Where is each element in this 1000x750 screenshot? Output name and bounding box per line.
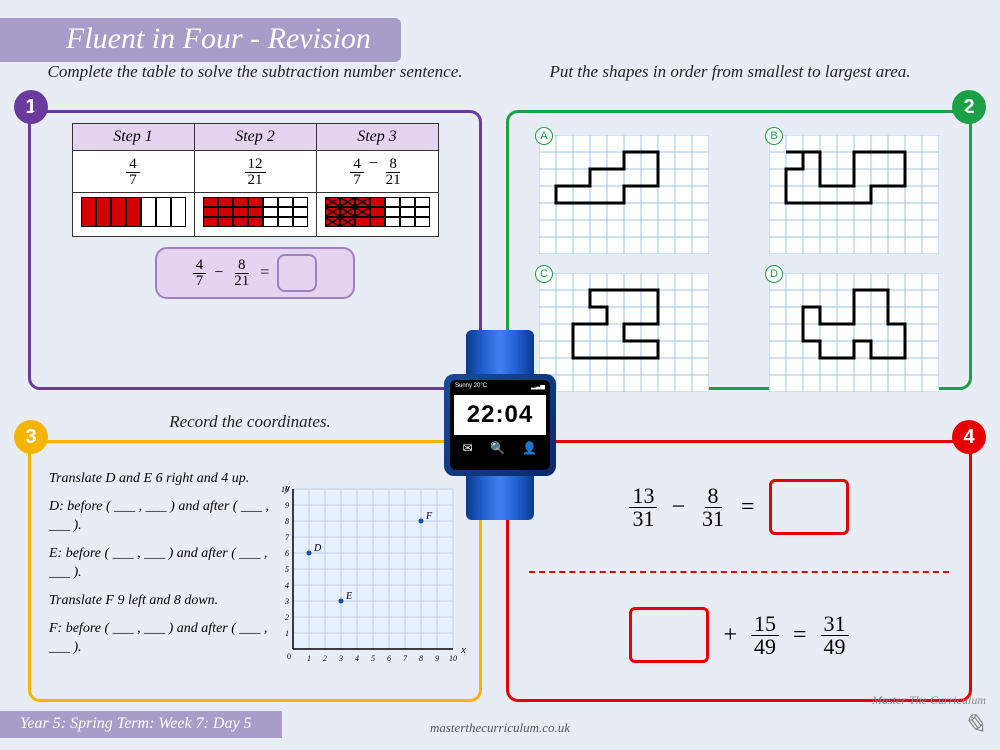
minus-sign: − (368, 155, 383, 172)
equation-1: 1331 − 831 = (509, 443, 969, 571)
flame-icon: ✎ (963, 710, 986, 741)
svg-text:3: 3 (338, 654, 343, 663)
svg-text:1: 1 (307, 654, 311, 663)
frac-step3a: 47 (350, 157, 364, 188)
fraction-steps-table: Step 1 Step 2 Step 3 47 1221 47 − 821 (72, 123, 439, 237)
col-step1: Step 1 (72, 124, 194, 151)
shape-A: A (539, 135, 709, 254)
eq2-answer-box[interactable] (629, 607, 709, 663)
frac-step3b: 821 (383, 157, 404, 188)
eq1-answer-box[interactable] (769, 479, 849, 535)
svg-text:1: 1 (285, 629, 289, 638)
svg-text:7: 7 (285, 533, 290, 542)
footer-term: Year 5: Spring Term: Week 7: Day 5 (0, 711, 282, 738)
svg-text:9: 9 (435, 654, 439, 663)
shape-B: B (769, 135, 939, 254)
panel-1: Step 1 Step 2 Step 3 47 1221 47 − 821 47… (28, 110, 482, 390)
svg-text:0: 0 (287, 652, 291, 661)
svg-text:8: 8 (285, 517, 289, 526)
smartwatch: Sunny 20°C ▂▃▅ 22:04 ✉ 🔍 👤 (430, 330, 570, 520)
panel4-divider (529, 571, 949, 573)
answer-blank[interactable] (277, 254, 317, 292)
panel2-instruction: Put the shapes in order from smallest to… (520, 62, 940, 82)
panel-3: Translate D and E 6 right and 4 up. D: b… (28, 440, 482, 702)
svg-text:E: E (345, 591, 352, 602)
svg-text:7: 7 (403, 654, 408, 663)
watch-time: 22:04 (454, 395, 546, 435)
col-step3: Step 3 (316, 124, 438, 151)
watch-weather: Sunny 20°C (455, 383, 487, 390)
svg-text:6: 6 (285, 549, 289, 558)
col-step2: Step 2 (194, 124, 316, 151)
svg-text:2: 2 (323, 654, 327, 663)
shape-D: D (769, 273, 939, 392)
brand-logo: Master The Curriculum ✎ (872, 693, 986, 742)
answer-box: 47 − 821 = (155, 247, 355, 299)
panel-4: 1331 − 831 = + 1549 = 3149 (506, 440, 972, 702)
panel1-instruction: Complete the table to solve the subtract… (40, 62, 470, 82)
svg-text:2: 2 (285, 613, 289, 622)
panel3-instruction: Record the coordinates. (100, 412, 400, 432)
bar-step2 (203, 197, 308, 227)
watch-signal-icon: ▂▃▅ (531, 383, 545, 390)
page-title: Fluent in Four - Revision (48, 18, 401, 62)
svg-text:4: 4 (285, 581, 289, 590)
panel-2: ABCD (506, 110, 972, 390)
footer-url: masterthecurriculum.co.uk (430, 720, 570, 736)
frac-step2: 1221 (245, 157, 266, 188)
svg-text:9: 9 (285, 501, 289, 510)
svg-text:8: 8 (419, 654, 423, 663)
svg-text:10: 10 (449, 654, 457, 663)
frac-step1: 47 (126, 157, 140, 188)
bar-step3 (325, 197, 430, 227)
svg-text:4: 4 (355, 654, 359, 663)
profile-icon: 👤 (522, 441, 537, 455)
svg-text:x: x (460, 644, 466, 656)
equation-2: + 1549 = 3149 (509, 571, 969, 699)
bar-step1 (81, 197, 186, 227)
svg-text:5: 5 (371, 654, 375, 663)
search-icon: 🔍 (490, 441, 505, 455)
svg-text:6: 6 (387, 654, 391, 663)
svg-text:3: 3 (284, 597, 289, 606)
panel3-prompts: Translate D and E 6 right and 4 up. D: b… (49, 469, 279, 666)
svg-text:D: D (313, 543, 322, 554)
mail-icon: ✉ (463, 441, 473, 455)
svg-text:y: y (284, 482, 290, 494)
svg-text:5: 5 (285, 565, 289, 574)
